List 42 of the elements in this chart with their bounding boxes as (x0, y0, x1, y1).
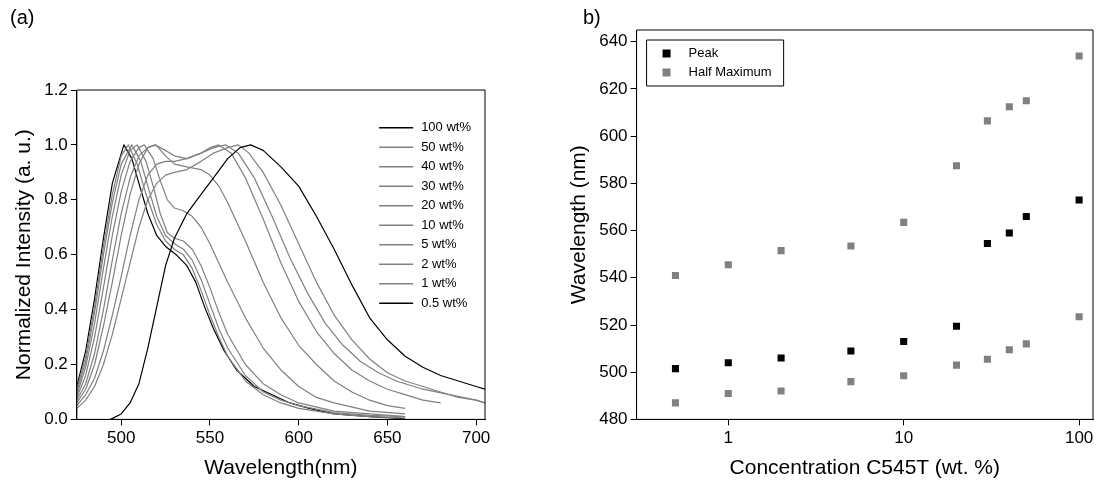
legend-label: 5 wt% (421, 236, 457, 252)
legend-label: 100 wt% (421, 119, 472, 135)
x-tick-label: 600 (284, 428, 313, 448)
x-tick-label: 500 (107, 428, 136, 448)
y-tick-label: 480 (599, 409, 628, 429)
legend-label: 10 wt% (421, 216, 465, 232)
y-tick-label: 600 (599, 125, 628, 145)
y-tick-label: 0.2 (44, 354, 68, 374)
legend-label: Peak (688, 45, 719, 61)
y-tick-label: 640 (599, 31, 628, 51)
chart-title: b) (583, 6, 601, 29)
y-tick-label: 500 (599, 361, 628, 381)
y-axis-title: Normalized Intensity (a. u.) (11, 129, 35, 381)
legend-label: 30 wt% (421, 177, 465, 193)
legend-label: 40 wt% (421, 158, 465, 174)
y-tick-label: 0.4 (44, 299, 68, 319)
y-tick-label: 0.8 (44, 189, 68, 209)
x-tick-label: 650 (373, 428, 402, 448)
chart-title: (a) (10, 6, 35, 29)
x-tick-label: 550 (195, 428, 225, 448)
legend-label: 2 wt% (421, 255, 457, 271)
x-tick-label: 1 (723, 428, 734, 448)
y-tick-label: 540 (599, 267, 628, 287)
x-tick-label: 10 (894, 428, 914, 448)
y-tick-label: 620 (599, 78, 628, 98)
y-tick-label: 520 (599, 314, 628, 334)
legend-label: 50 wt% (421, 138, 465, 154)
x-tick-label: 700 (461, 428, 491, 448)
y-tick-label: 0.0 (44, 409, 68, 429)
y-tick-label: 560 (599, 220, 628, 240)
y-tick-label: 1.0 (44, 134, 68, 154)
y-tick-label: 580 (599, 173, 628, 193)
y-axis-title: Wavelength (nm) (566, 145, 590, 305)
y-tick-label: 1.2 (44, 79, 68, 99)
legend-label: 20 wt% (421, 197, 465, 213)
legend-label: 0.5 wt% (421, 294, 468, 310)
x-axis-title: Wavelength(nm) (204, 455, 358, 479)
legend-label: Half Maximum (688, 64, 772, 80)
x-axis-title: Concentration C545T (wt. %) (729, 455, 1000, 479)
x-tick-label: 100 (1064, 428, 1094, 448)
y-tick-label: 0.6 (44, 244, 68, 264)
legend-label: 1 wt% (421, 275, 457, 291)
